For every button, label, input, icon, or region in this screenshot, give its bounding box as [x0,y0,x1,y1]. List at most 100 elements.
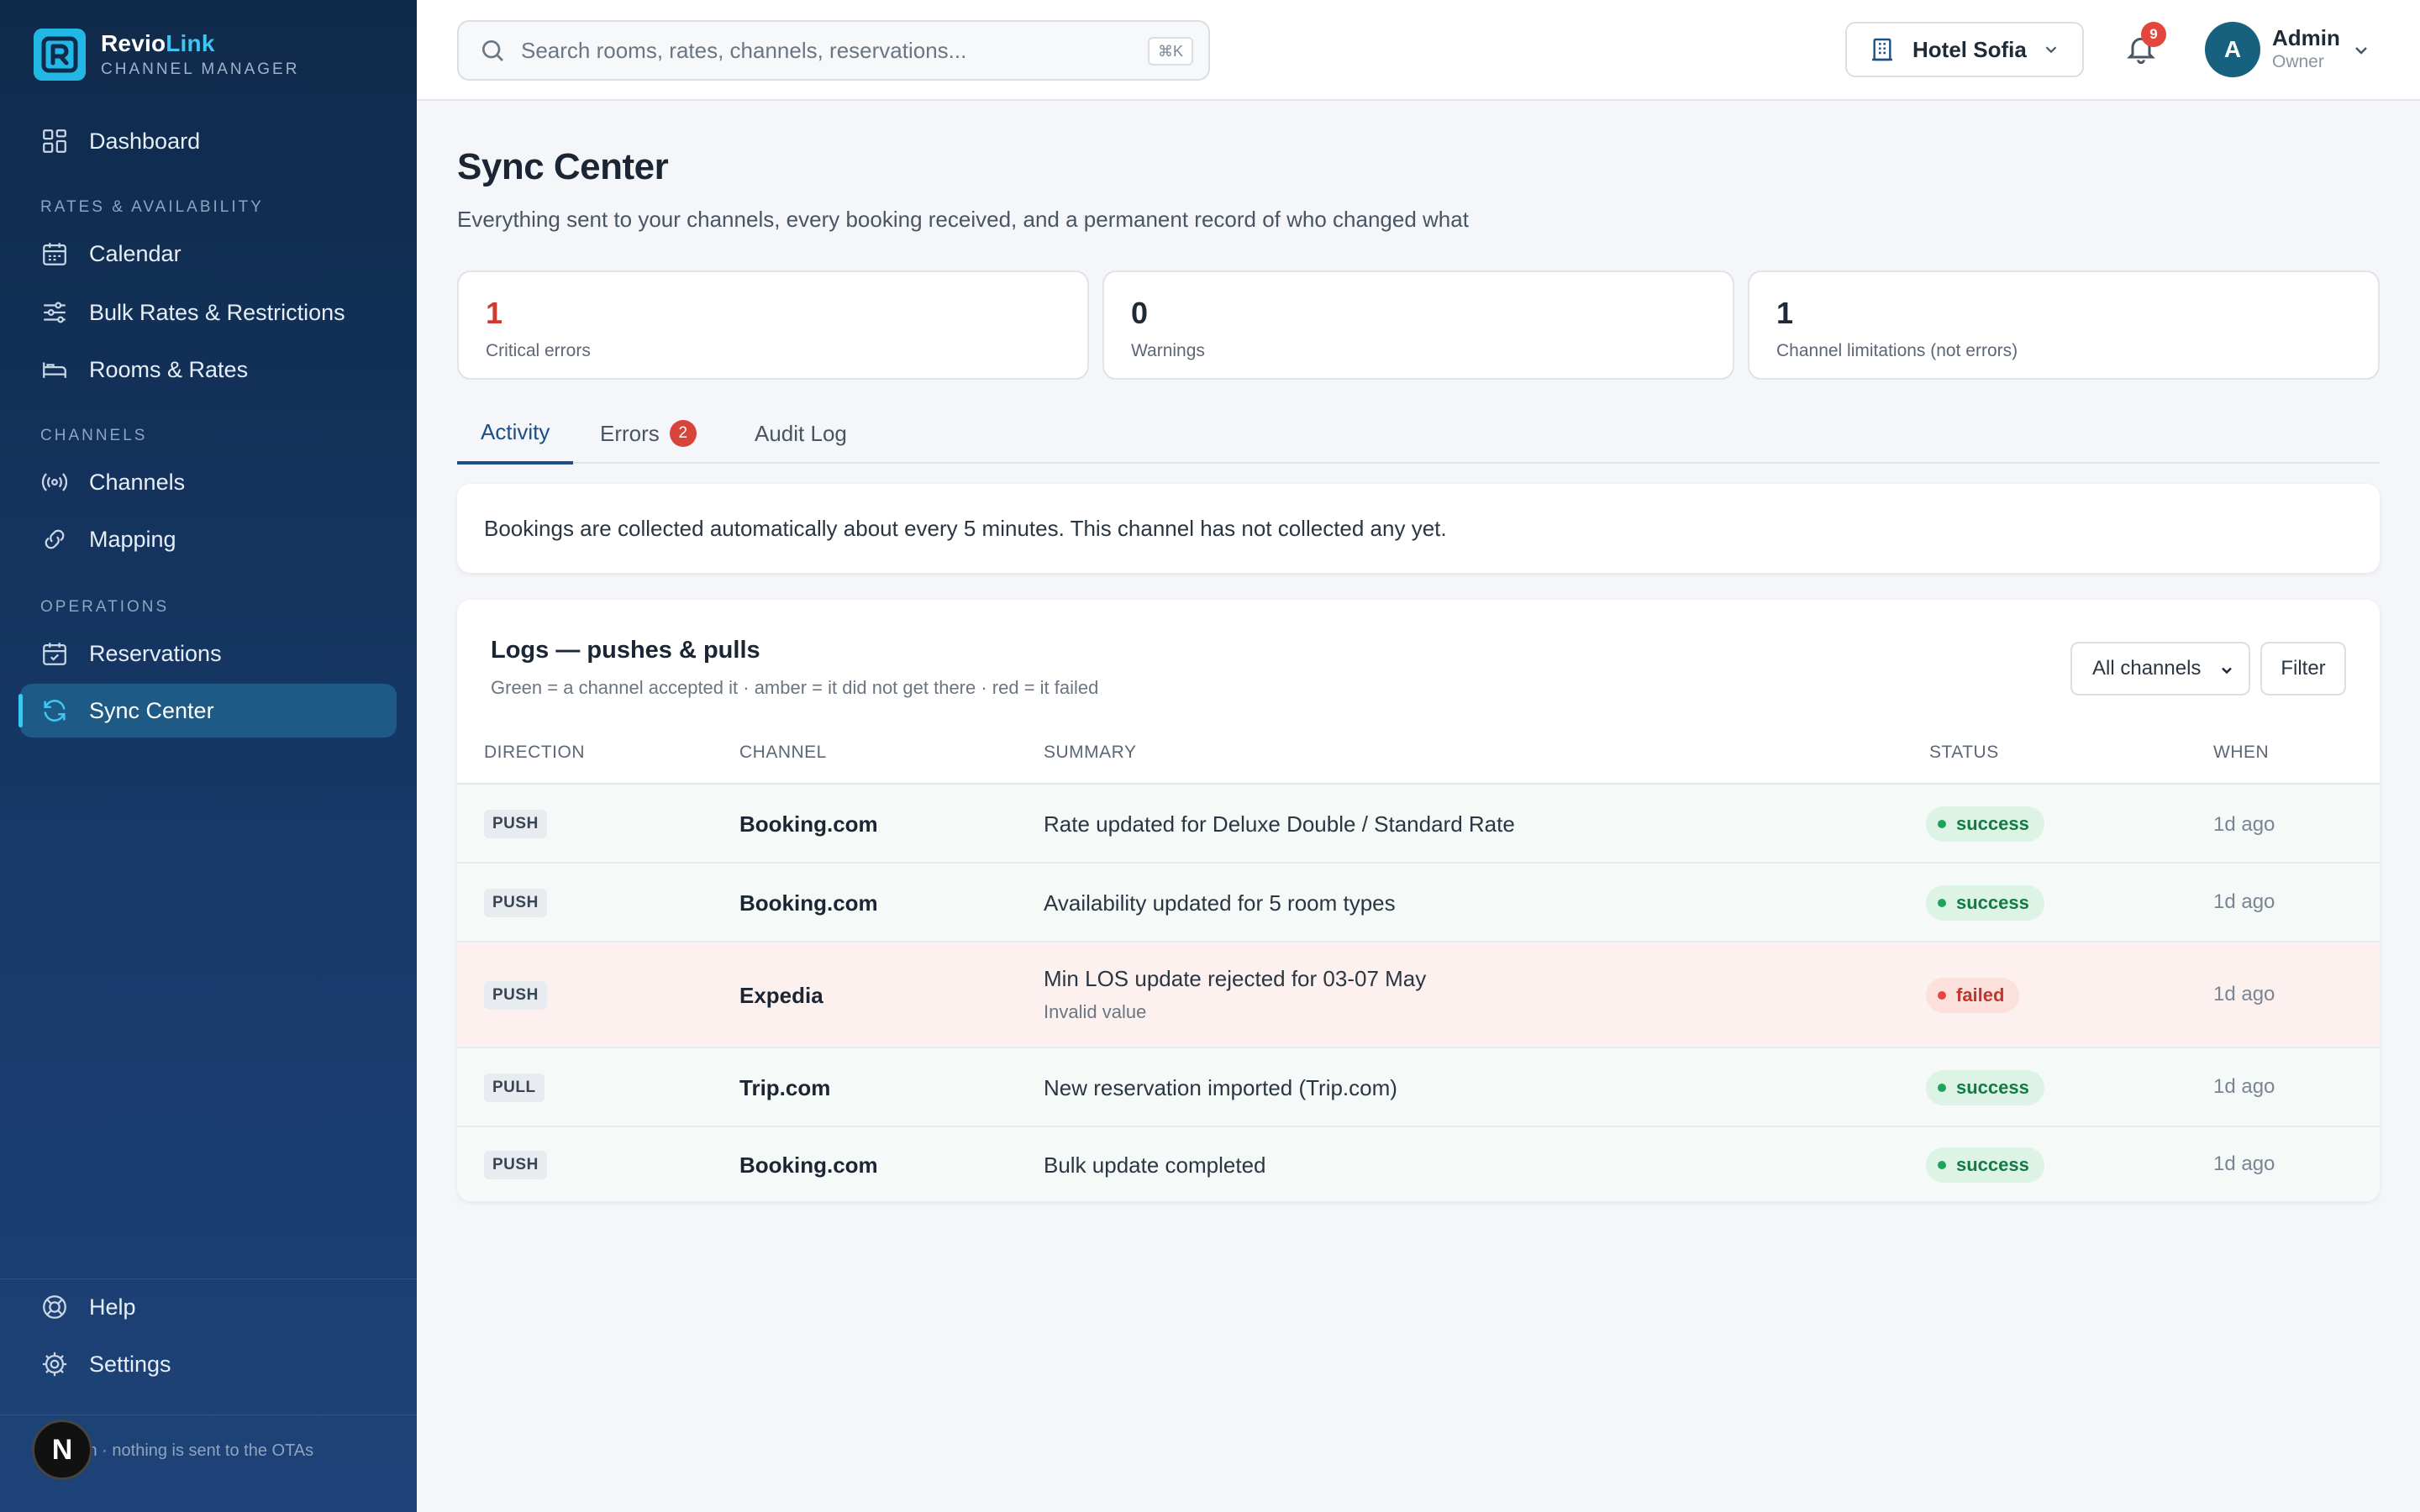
user-name[interactable]: Admin [2272,25,2340,50]
avatar[interactable]: A [2205,22,2260,77]
sidebar-item-label: Rooms & Rates [89,356,249,382]
channel-name: Booking.com [739,890,878,916]
column-header-status[interactable]: STATUS [1929,743,1999,762]
column-header-summary[interactable]: SUMMARY [1044,743,1137,762]
sidebar-item-label: Sync Center [89,697,214,723]
search-icon [482,40,503,61]
column-header-when[interactable]: WHEN [2213,743,2270,762]
stat-card-critical-errors[interactable]: 1 Critical errors [457,270,1089,380]
sidebar-item-label: Reservations [89,640,222,666]
sidebar-item-help[interactable]: Help [20,1280,397,1334]
tab-activity[interactable]: Activity [457,403,574,465]
sidebar-item-label: Dashboard [89,128,201,154]
revio-logo-icon [34,29,86,81]
collection-notice: Bookings are collected automatically abo… [457,484,2380,573]
direction-badge: PULL [484,1074,544,1102]
sync-icon [44,700,66,722]
gear-icon [42,1352,67,1377]
table-row[interactable]: PUSH Expedia Min LOS update rejected for… [457,942,2380,1048]
hotel-name: Hotel Sofia [1912,36,2027,62]
channel-name: Trip.com [739,1075,831,1100]
channel-name: Booking.com [739,1152,878,1178]
row-summary: Bulk update completed [1044,1152,1266,1178]
direction-badge: PUSH [484,810,547,838]
errors-count-badge: 2 [669,420,697,447]
column-header-direction[interactable]: DIRECTION [484,743,585,762]
stat-value: 0 [1131,296,1149,330]
table-header-divider [457,783,2380,785]
nav-section-operations: OPERATIONS [40,598,170,616]
stat-label: Channel limitations (not errors) [1776,341,2018,360]
row-summary: Min LOS update rejected for 03-07 May [1044,966,1427,991]
brand-subtitle: CHANNEL MANAGER [101,60,300,78]
building-icon [1872,38,1892,61]
logs-card: Logs — pushes & pulls Green = a channel … [457,600,2380,1201]
stat-card-warnings[interactable]: 0 Warnings [1102,270,1734,380]
direction-badge: PUSH [484,981,547,1010]
table-row[interactable]: PUSH Booking.com Rate updated for Deluxe… [457,785,2380,864]
brand-name: RevioLink [101,30,215,56]
tab-bar: Activity Errors 2 Audit Log [457,403,2380,465]
table-row[interactable]: PUSH Booking.com Availability updated fo… [457,864,2380,942]
page-subtitle: Everything sent to your channels, every … [457,207,1469,232]
user-role: Owner [2272,52,2324,71]
status-badge: success [1926,1070,2044,1105]
search-input[interactable] [521,37,1109,64]
sidebar-item-bulk-rates[interactable]: Bulk Rates & Restrictions [20,286,397,339]
logs-legend: Green = a channel accepted it · amber = … [491,677,1099,698]
search-box[interactable]: ⌘K [457,20,1210,81]
sidebar-item-reservations[interactable]: Reservations [20,627,397,680]
sidebar-item-channels[interactable]: Channels [20,455,397,509]
row-summary: New reservation imported (Trip.com) [1044,1075,1397,1100]
chevron-down-icon [2222,667,2232,675]
sidebar-item-sync-center[interactable]: Sync Center [18,684,397,738]
connection-status-text: nnection · nothing is sent to the OTAs [34,1441,314,1460]
sidebar-item-label: Channels [89,469,186,495]
notification-badge: 9 [2141,22,2166,47]
sidebar-item-label: Calendar [89,240,182,266]
sidebar-item-calendar[interactable]: Calendar [20,227,397,281]
status-dot [1938,899,1946,907]
status-badge: failed [1926,978,2020,1013]
page-title: Sync Center [457,146,669,187]
sidebar-item-label: Help [89,1294,136,1320]
channel-filter-select[interactable]: All channels [2070,642,2250,696]
tab-label: Errors [600,420,660,446]
status-dot [1938,1161,1946,1169]
broadcast-icon [41,473,68,491]
filter-button[interactable]: Filter [2260,642,2346,696]
stat-label: Critical errors [486,341,591,360]
calendar-icon [43,243,66,265]
status-dot [1938,1084,1946,1092]
nav-section-rates: RATES & AVAILABILITY [40,198,264,216]
chevron-down-icon [2045,46,2057,54]
channel-name: Booking.com [739,811,878,837]
column-header-channel[interactable]: CHANNEL [739,743,827,762]
dev-badge[interactable]: N [32,1420,92,1480]
sidebar-item-rooms-rates[interactable]: Rooms & Rates [20,343,397,396]
stat-card-channel-limitations[interactable]: 1 Channel limitations (not errors) [1748,270,2380,380]
sidebar-item-dashboard[interactable]: Dashboard [20,114,397,168]
row-summary: Rate updated for Deluxe Double / Standar… [1044,811,1515,837]
chevron-down-icon[interactable] [2351,40,2371,60]
tab-audit-log[interactable]: Audit Log [755,420,847,446]
sidebar-item-mapping[interactable]: Mapping [20,512,397,566]
stat-label: Warnings [1131,341,1205,360]
topbar: ⌘K Hotel Sofia 9 A Admin Owner [417,0,2420,101]
sidebar: RevioLink CHANNEL MANAGER Dashboard RATE… [0,0,417,1512]
brand[interactable]: RevioLink CHANNEL MANAGER [34,29,299,81]
sidebar-item-label: Bulk Rates & Restrictions [89,299,345,325]
row-detail: Invalid value [1044,1001,1147,1022]
hotel-selector[interactable]: Hotel Sofia [1845,22,2084,77]
row-timestamp: 1d ago [2213,813,2275,836]
stat-value: 1 [486,296,503,330]
table-row[interactable]: PUSH Booking.com Bulk update completed s… [457,1127,2380,1201]
table-row[interactable]: PULL Trip.com New reservation imported (… [457,1048,2380,1127]
sidebar-item-settings[interactable]: Settings [20,1337,397,1391]
bed-icon [43,362,66,378]
status-dot [1938,820,1946,828]
link-icon [45,529,65,549]
tab-errors[interactable]: Errors 2 [576,403,720,464]
calendar-check-icon [43,643,66,665]
lifebuoy-icon [43,1295,66,1319]
